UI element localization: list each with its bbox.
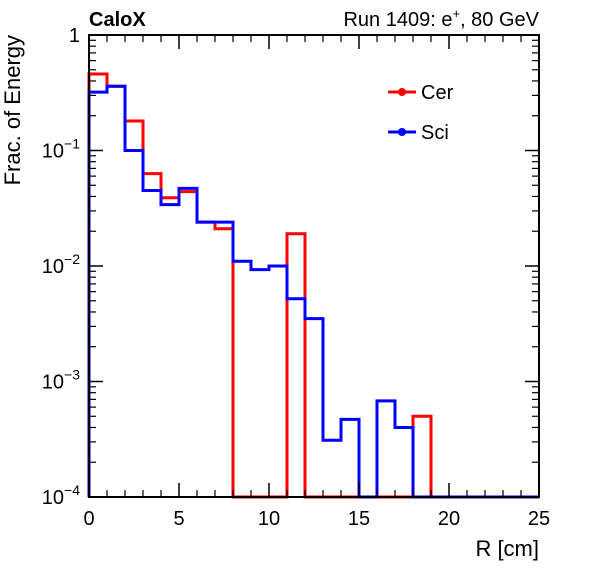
legend: Cer Sci [388, 82, 454, 144]
legend-cer-marker [398, 88, 406, 96]
experiment-label: CaloX [89, 9, 146, 31]
y-tick-label: 1 [69, 25, 80, 47]
run-label-suffix: , 80 GeV [460, 9, 540, 31]
y-tick-label: 10−4 [42, 482, 80, 509]
y-tick-label: 10−2 [42, 251, 80, 278]
x-tick-label: 15 [348, 508, 370, 530]
legend-sci-label: Sci [421, 122, 449, 144]
y-tick-label: 10−1 [42, 136, 80, 163]
plot-frame [88, 34, 540, 498]
series-cer-line [87, 72, 539, 499]
run-label: Run 1409: e+, 80 GeV [343, 6, 539, 31]
legend-sci-marker [398, 128, 406, 136]
series-sci-line [87, 84, 539, 499]
y-axis-title: Frac. of Energy [0, 35, 25, 185]
x-tick-label: 20 [438, 508, 460, 530]
legend-cer-label: Cer [421, 82, 454, 104]
run-label-sup: + [452, 6, 460, 21]
x-tick-label: 5 [173, 508, 184, 530]
x-axis-title: R [cm] [475, 536, 539, 561]
axis-layer: 0 5 10 15 20 25 1 10−1 10−2 10−3 10−4 [42, 25, 550, 530]
series-layer [87, 72, 539, 499]
run-label-prefix: Run 1409: e [343, 9, 452, 31]
x-tick-label: 10 [258, 508, 280, 530]
x-tick-label: 0 [83, 508, 94, 530]
y-tick-label: 10−3 [42, 367, 80, 394]
x-tick-label: 25 [528, 508, 550, 530]
